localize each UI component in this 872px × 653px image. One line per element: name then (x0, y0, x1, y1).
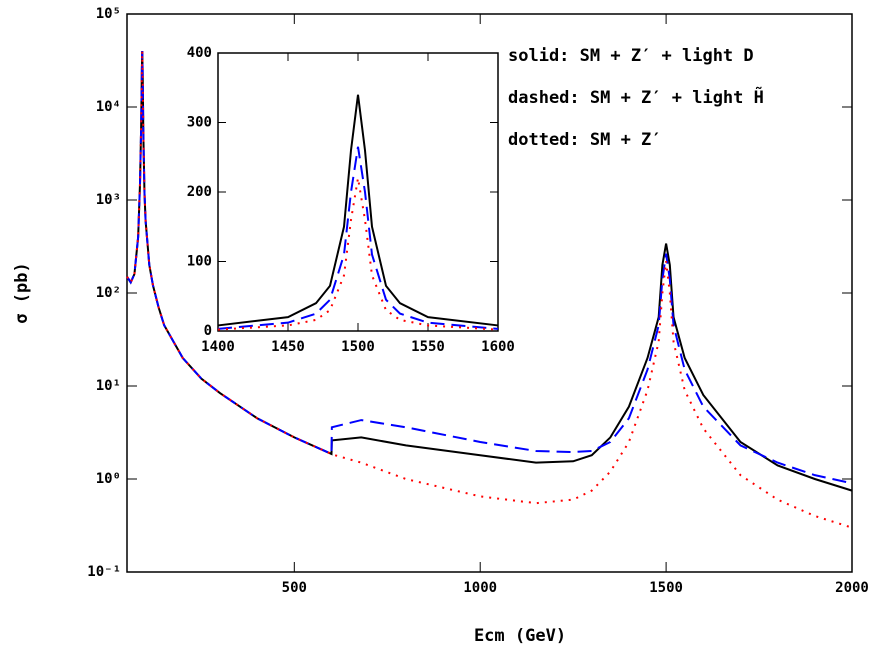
x-tick-label: 1500 (649, 580, 683, 596)
y-tick-label: 10⁻¹ (87, 564, 121, 580)
y-tick-label: 10⁰ (96, 471, 121, 487)
x-tick-label: 500 (282, 580, 307, 596)
series-line (126, 50, 853, 485)
x-tick-label: 1500 (341, 339, 375, 355)
x-tick-label: 1450 (271, 339, 305, 355)
y-axis-label: σ (pb) (12, 262, 32, 323)
y-tick-label: 10⁵ (96, 6, 121, 22)
x-tick-label: 1000 (463, 580, 497, 596)
y-tick-label: 200 (187, 184, 212, 200)
y-tick-label: 10¹ (96, 378, 121, 394)
x-axis-label: Ecm (GeV) (474, 626, 566, 646)
series-line (126, 50, 853, 529)
series-line (217, 146, 499, 330)
x-tick-label: 1600 (481, 339, 515, 355)
annotation: solid: SM + Z′ + light D (508, 46, 754, 66)
y-tick-label: 10³ (96, 192, 121, 208)
y-tick-label: 100 (187, 254, 212, 270)
y-tick-label: 300 (187, 115, 212, 131)
x-tick-label: 1400 (201, 339, 235, 355)
x-tick-label: 1550 (411, 339, 445, 355)
annotation: dotted: SM + Z′ (508, 130, 662, 150)
y-tick-label: 400 (187, 45, 212, 61)
y-tick-label: 0 (204, 323, 212, 339)
x-tick-label: 2000 (835, 580, 869, 596)
annotation: dashed: SM + Z′ + light H̃ (508, 85, 764, 108)
y-tick-label: 10⁴ (96, 99, 121, 115)
series-line (217, 94, 499, 327)
y-tick-label: 10² (96, 285, 121, 301)
